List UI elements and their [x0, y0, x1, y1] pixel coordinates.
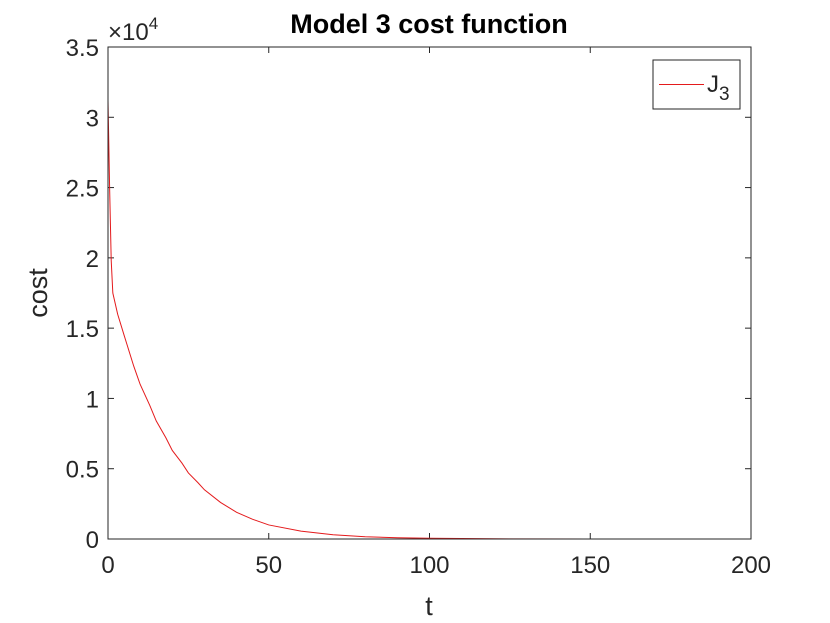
plot-area [108, 47, 751, 539]
x-axis-label: t [425, 591, 433, 621]
y-tick-label: 3.5 [66, 35, 99, 62]
x-tick-label: 200 [731, 552, 771, 579]
series-line-j3 [107, 100, 752, 540]
y-tick-label: 2.5 [66, 176, 99, 203]
chart-title: Model 3 cost function [290, 9, 568, 39]
y-axis-multiplier-base: ×10 [108, 19, 149, 46]
x-tick-label: 100 [409, 552, 449, 579]
legend-label-j3: J3 [707, 71, 730, 105]
y-tick-label: 0 [86, 527, 99, 554]
y-tick-label: 1 [86, 386, 99, 413]
y-axis-label: cost [23, 268, 53, 318]
x-tick-label: 0 [101, 552, 114, 579]
y-tick-label: 2 [86, 246, 99, 273]
y-tick-label: 1.5 [66, 316, 99, 343]
y-axis-multiplier-exponent: 4 [149, 14, 158, 33]
plot-box [107, 46, 752, 540]
y-axis-multiplier: ×104 [108, 14, 158, 46]
y-tick-label: 3 [86, 105, 99, 132]
y-tick-label: 0.5 [66, 457, 99, 484]
legend-label-subscript: 3 [719, 84, 730, 105]
legend: J3 [652, 59, 741, 110]
y-tick-labels: 0 0.5 1 1.5 2 2.5 3 3.5 [66, 35, 99, 554]
x-tick-label: 50 [255, 552, 282, 579]
x-tick-label: 150 [570, 552, 610, 579]
legend-label-main: J [707, 71, 719, 98]
x-tick-labels: 0 50 100 150 200 [101, 552, 771, 579]
